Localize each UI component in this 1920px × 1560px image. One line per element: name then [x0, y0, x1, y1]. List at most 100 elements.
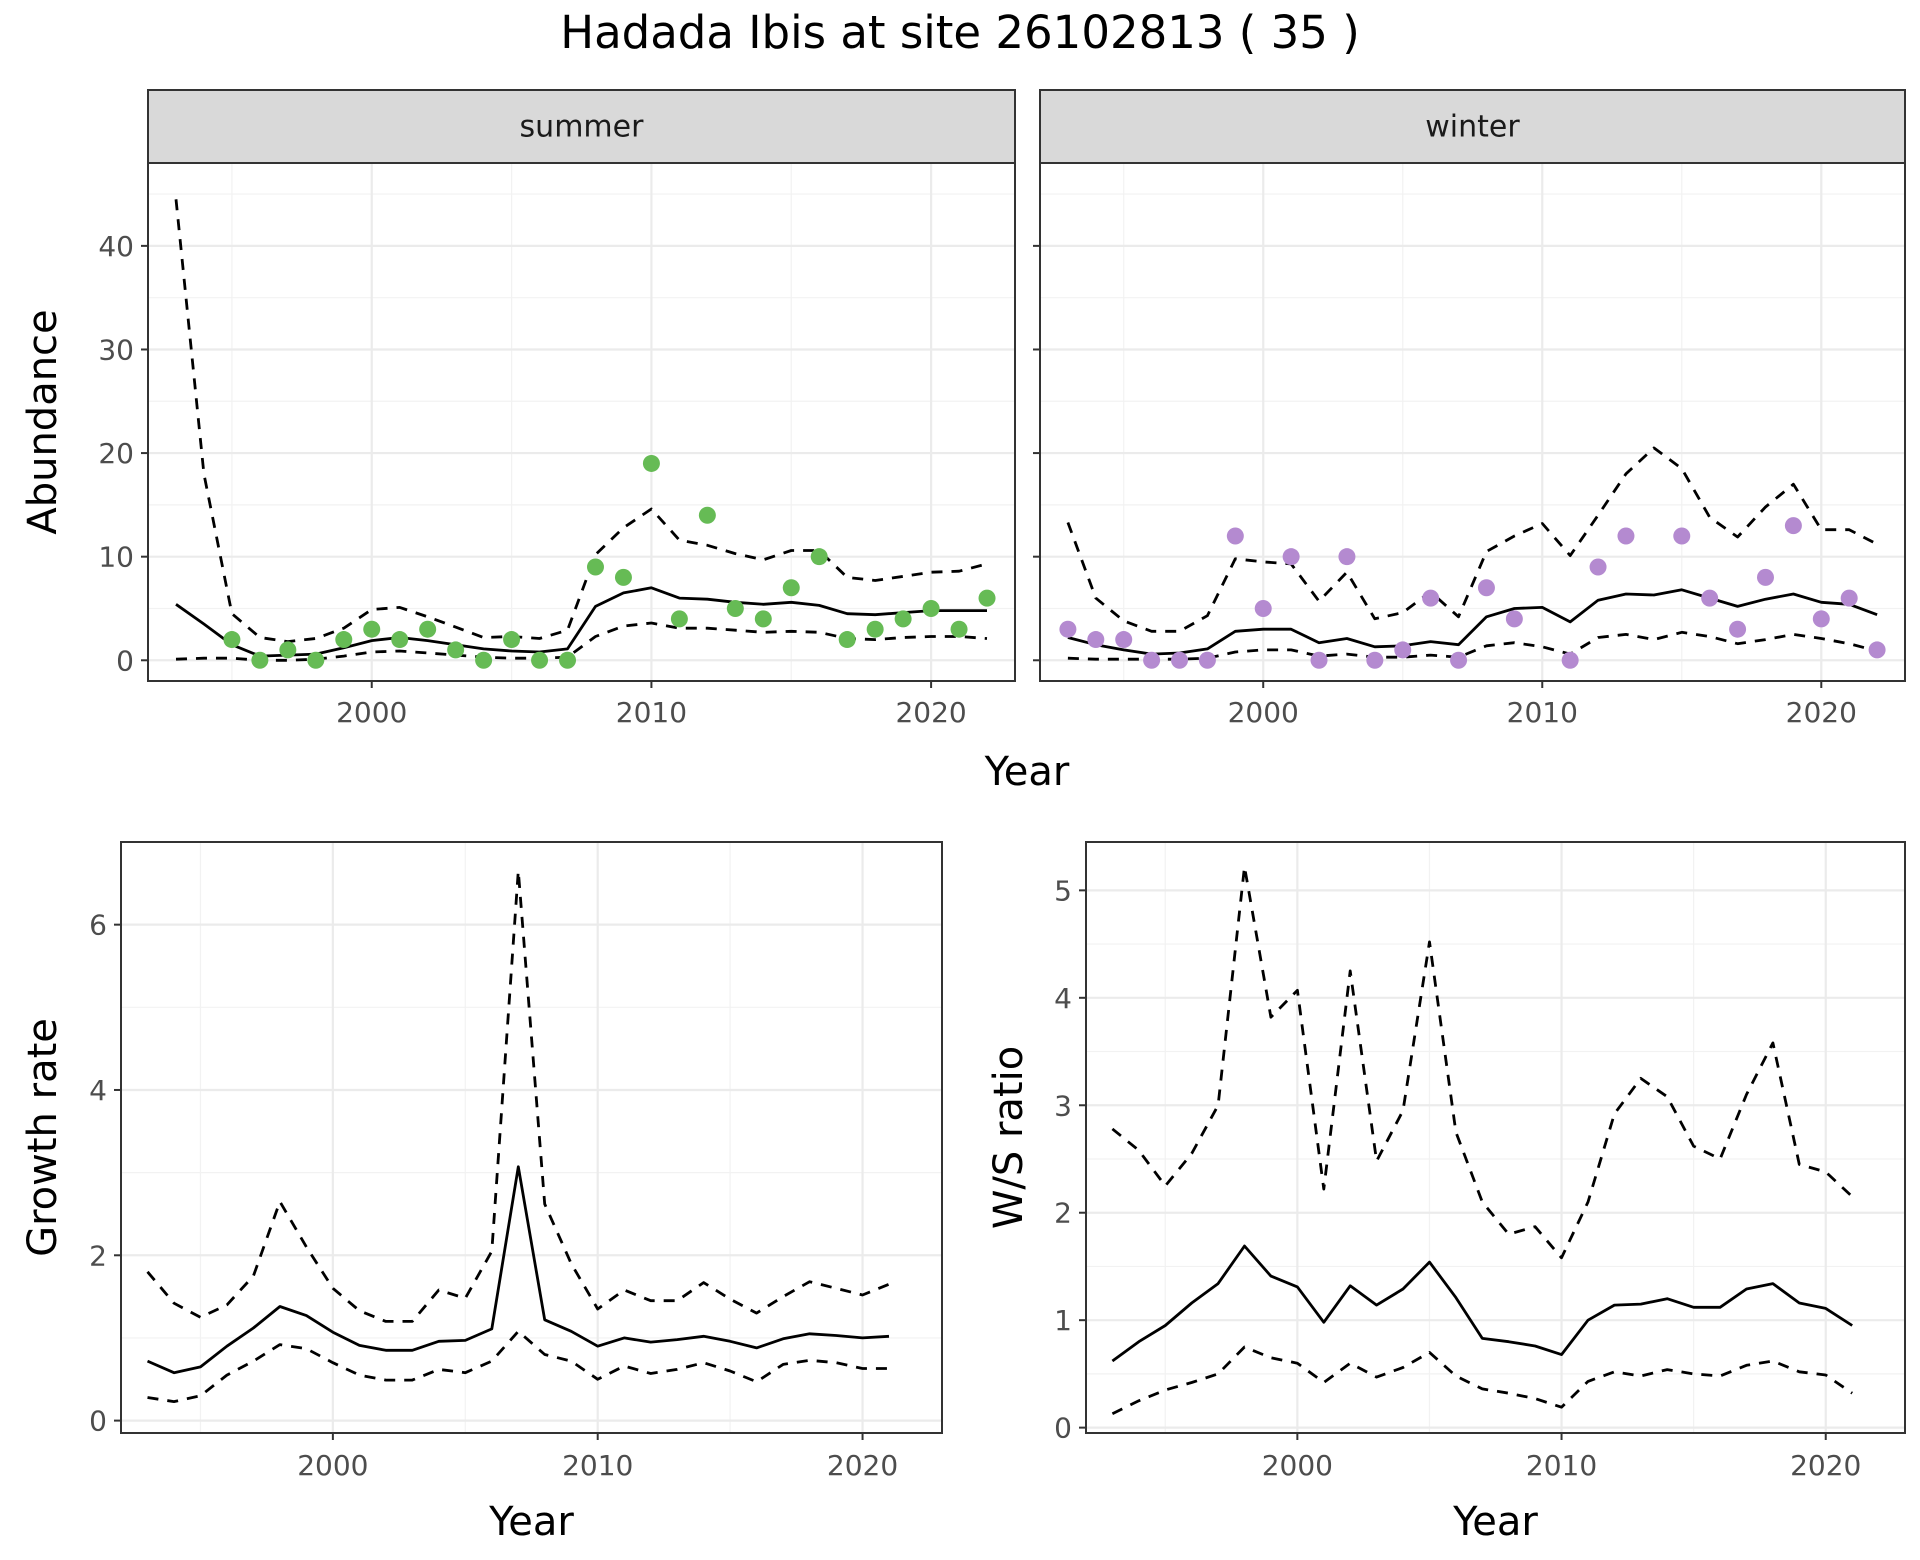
upper-line — [1066, 446, 1878, 633]
observed-point — [950, 620, 968, 638]
observed-point — [614, 568, 632, 586]
plot-background — [1040, 163, 1905, 681]
observed-point — [1226, 527, 1244, 545]
x-tick-label: 2020 — [827, 1449, 898, 1482]
y-axis-title: Abundance — [20, 309, 66, 534]
chart-title: Hadada Ibis at site 26102813 ( 35 ) — [560, 6, 1360, 59]
y-tick-label: 0 — [116, 644, 134, 677]
y-tick-label: 1 — [1054, 1304, 1072, 1337]
observed-point — [726, 599, 744, 617]
facet-strip — [147, 89, 1016, 164]
facet-label: winter — [1425, 110, 1520, 145]
observed-point — [1505, 610, 1523, 628]
x-tick-label: 2020 — [1786, 696, 1857, 729]
lower-line — [147, 1329, 889, 1403]
facet-strip — [1039, 89, 1906, 164]
observed-point — [1784, 517, 1802, 535]
y-tick-label: 6 — [89, 909, 107, 942]
x-axis-title: Year — [488, 1499, 574, 1545]
panel-border — [1085, 841, 1906, 1434]
observed-point — [1729, 620, 1747, 638]
x-tick-label: 2010 — [616, 696, 687, 729]
observed-point — [670, 610, 688, 628]
y-tick-label: 2 — [1054, 1197, 1072, 1230]
y-tick-label: 10 — [98, 541, 134, 574]
observed-point — [335, 631, 353, 649]
observed-point — [419, 620, 437, 638]
summer-panel: summer 2000 2010 2020 0 10 20 30 40 Abundance — [20, 89, 1016, 729]
observed-point — [1171, 651, 1189, 669]
y-tick-label: 4 — [89, 1074, 107, 1107]
y-tick-label: 5 — [1054, 874, 1072, 907]
observed-point — [1254, 599, 1272, 617]
observed-point — [1868, 641, 1886, 659]
growth-rate-panel: 2000 2010 2020 0 2 4 6 Growth rate Year — [20, 841, 943, 1545]
winter-panel: winter 2000 2010 2020 — [1033, 89, 1906, 729]
observed-point — [586, 558, 604, 576]
shared-x-axis-title: Year — [984, 749, 1070, 795]
observed-point — [1617, 527, 1635, 545]
observed-point — [698, 506, 716, 524]
lower-line — [1111, 1345, 1853, 1415]
observed-point — [363, 620, 381, 638]
observed-point — [279, 641, 297, 659]
observed-point — [1143, 651, 1161, 669]
ws-ratio-panel: 2000 2010 2020 0 1 2 3 4 5 W/S ratio Year — [986, 841, 1906, 1545]
mean-line — [1111, 1244, 1853, 1363]
x-tick-label: 2020 — [895, 696, 966, 729]
observed-point — [1840, 589, 1858, 607]
observed-point — [1366, 651, 1384, 669]
observed-point — [447, 641, 465, 659]
panel-border — [120, 841, 943, 1434]
observed-point — [1673, 527, 1691, 545]
y-tick-label: 40 — [98, 230, 134, 263]
observed-point — [1756, 568, 1774, 586]
y-tick-label: 20 — [98, 437, 134, 470]
facet-label: summer — [520, 110, 645, 145]
observed-point — [307, 651, 325, 669]
observed-point — [1589, 558, 1607, 576]
observed-point — [1477, 579, 1495, 597]
observed-point — [866, 620, 884, 638]
y-tick-label: 3 — [1054, 1089, 1072, 1122]
y-tick-label: 4 — [1054, 982, 1072, 1015]
y-tick-label: 0 — [89, 1405, 107, 1438]
observed-point — [754, 610, 772, 628]
observed-point — [922, 599, 940, 617]
observed-point — [251, 651, 269, 669]
mean-line — [1067, 588, 1878, 656]
x-tick-label: 2000 — [1262, 1449, 1333, 1482]
observed-point — [1059, 620, 1077, 638]
observed-point — [1701, 589, 1719, 607]
x-tick-label: 2010 — [562, 1449, 633, 1482]
upper-line — [1111, 865, 1854, 1260]
observed-point — [642, 454, 660, 472]
observed-point — [1198, 651, 1216, 669]
observed-point — [810, 548, 828, 566]
x-tick-label: 2010 — [1507, 696, 1578, 729]
observed-point — [475, 651, 493, 669]
observed-point — [1450, 651, 1468, 669]
x-tick-label: 2000 — [1228, 696, 1299, 729]
y-tick-label: 30 — [98, 333, 134, 366]
y-axis-title: Growth rate — [20, 1018, 66, 1257]
x-tick-label: 2000 — [297, 1449, 368, 1482]
x-tick-label: 2010 — [1526, 1449, 1597, 1482]
observed-point — [1115, 631, 1133, 649]
observed-point — [531, 651, 549, 669]
observed-point — [838, 631, 856, 649]
observed-point — [1087, 631, 1105, 649]
plot-background — [148, 163, 1015, 681]
upper-line — [174, 199, 988, 643]
observed-point — [978, 589, 996, 607]
y-tick-label: 0 — [1054, 1412, 1072, 1445]
observed-point — [391, 631, 409, 649]
x-tick-label: 2000 — [336, 696, 407, 729]
observed-point — [1561, 651, 1579, 669]
observed-point — [1812, 610, 1830, 628]
observed-point — [1338, 548, 1356, 566]
observed-point — [223, 631, 241, 649]
observed-point — [782, 579, 800, 597]
observed-point — [1310, 651, 1328, 669]
